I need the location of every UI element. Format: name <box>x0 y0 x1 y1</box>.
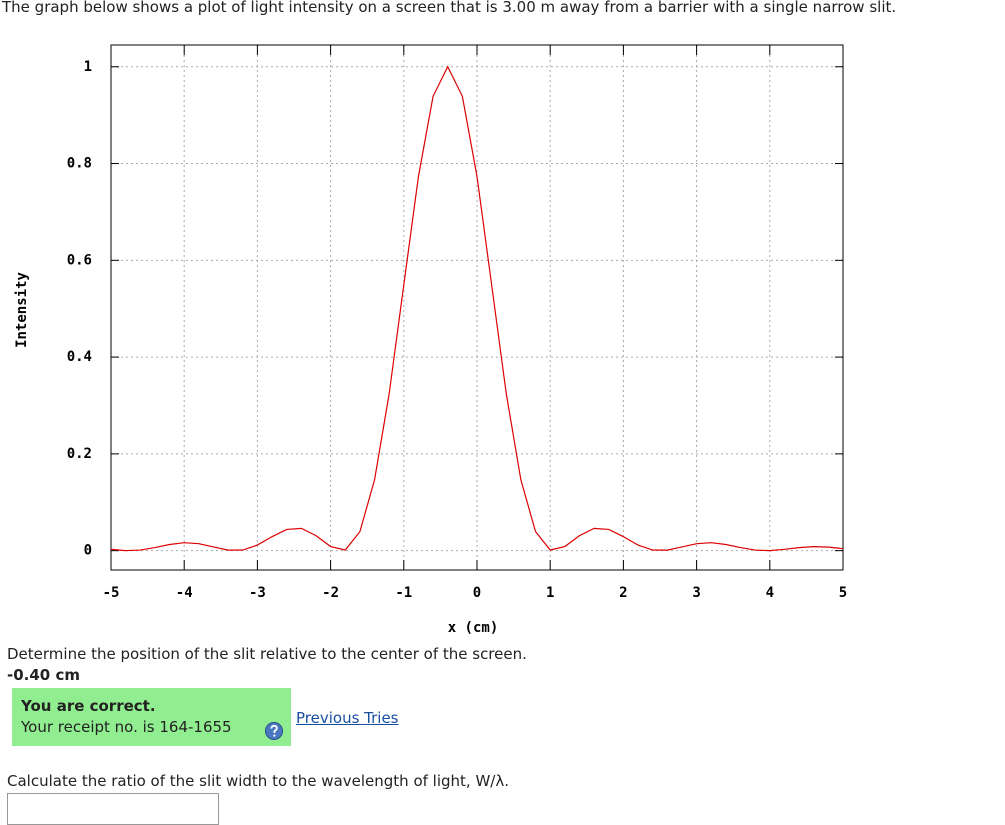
x-tick-label: -2 <box>322 585 339 601</box>
answer-input[interactable] <box>7 793 219 825</box>
x-tick-label: 0 <box>473 585 481 601</box>
y-tick-label: 0.2 <box>67 446 92 462</box>
x-tick-label: 1 <box>546 585 554 601</box>
y-tick-label: 0 <box>84 543 92 559</box>
question-text: Calculate the ratio of the slit width to… <box>7 772 509 790</box>
x-tick-label: 2 <box>619 585 627 601</box>
y-axis-label: Intensity <box>14 272 30 348</box>
y-tick-label: 1 <box>84 59 92 75</box>
y-tick-label: 0.4 <box>67 349 92 365</box>
feedback-title: You are correct. <box>21 697 156 715</box>
y-tick-label: 0.8 <box>67 156 92 172</box>
receipt: Your receipt no. is 164-1655 <box>21 718 232 736</box>
question-text: Determine the position of the slit relat… <box>7 645 527 663</box>
plot-frame <box>110 44 844 571</box>
y-tick-label: 0.6 <box>67 252 92 268</box>
answer: -0.40 cm <box>7 666 80 684</box>
x-tick-label: 3 <box>692 585 700 601</box>
help-icon[interactable] <box>264 721 284 741</box>
feedback-box: You are correct. Your receipt no. is 164… <box>12 688 291 746</box>
intensity-curve <box>110 65 844 552</box>
x-axis-label: x (cm) <box>448 620 499 636</box>
previous-tries-link[interactable]: Previous Tries <box>296 709 399 727</box>
x-tick-label: -3 <box>249 585 266 601</box>
x-tick-label: -1 <box>395 585 412 601</box>
x-tick-label: -4 <box>176 585 193 601</box>
x-tick-label: 5 <box>839 585 847 601</box>
x-tick-label: -5 <box>103 585 120 601</box>
x-tick-label: 4 <box>766 585 774 601</box>
intro: The graph below shows a plot of light in… <box>2 0 897 16</box>
chart: Intensity x (cm) 0 0.2 0.4 0.6 0.8 1 -5 -4 -3 -2 -… <box>14 44 847 636</box>
